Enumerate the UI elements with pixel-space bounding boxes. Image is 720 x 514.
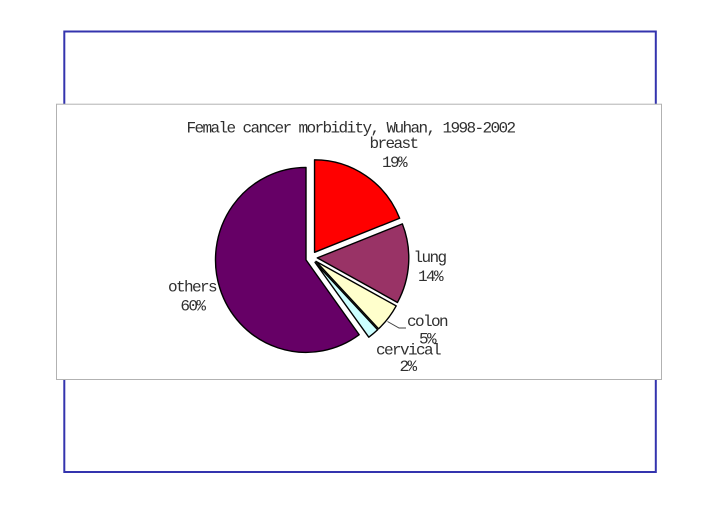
svg-text:2%: 2% (399, 358, 417, 376)
svg-text:5%: 5% (419, 331, 437, 349)
svg-text:Female cancer morbidity, Wuhan: Female cancer morbidity, Wuhan, 1998-200… (186, 119, 515, 137)
svg-text:others: others (168, 278, 217, 296)
svg-text:breast: breast (369, 135, 417, 153)
svg-text:lung: lung (413, 249, 446, 267)
svg-text:14%: 14% (418, 268, 444, 286)
svg-text:19%: 19% (382, 154, 408, 172)
svg-text:colon: colon (407, 313, 448, 331)
svg-text:60%: 60% (180, 297, 206, 315)
svg-text:cervical: cervical (376, 341, 441, 359)
